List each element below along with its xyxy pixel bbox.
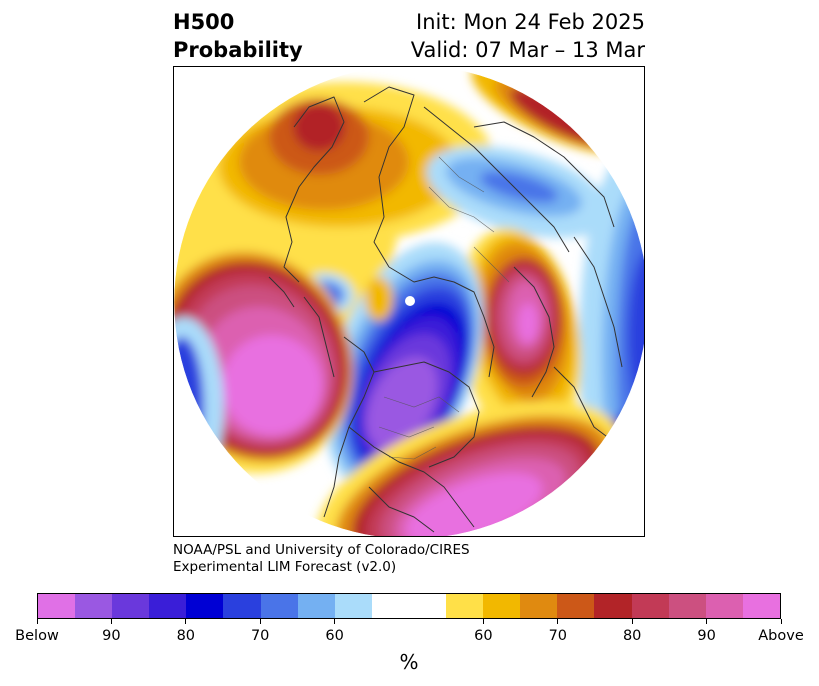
title-field: Probability (173, 38, 303, 62)
colorbar-segment (520, 594, 558, 618)
colorbar-tick-mark (259, 619, 261, 624)
colorbar-tick-mark (557, 619, 559, 624)
credit-line-1: NOAA/PSL and University of Colorado/CIRE… (173, 542, 470, 558)
colorbar-tick-label: 70 (548, 628, 568, 644)
colorbar-tick-label: 80 (622, 628, 642, 644)
title-variable: H500 (173, 10, 235, 34)
title-left: H500 Probability (173, 8, 303, 64)
colorbar-tick-label: Above (758, 628, 804, 644)
colorbar-segment (112, 594, 150, 618)
colorbar-segment (742, 594, 780, 618)
colorbar-segment (186, 594, 224, 618)
colorbar-segment (297, 594, 335, 618)
colorbar-unit: % (399, 650, 419, 674)
colorbar-tick-mark (706, 619, 708, 624)
colorbar-segment (223, 594, 261, 618)
colorbar-segment (260, 594, 298, 618)
colorbar-tick-mark (631, 619, 633, 624)
colorbar-segment (483, 594, 521, 618)
colorbar-segment (705, 594, 743, 618)
colorbar-tick-mark (334, 619, 336, 624)
colorbar-tick-label: 60 (474, 628, 493, 644)
colorbar-segment (446, 594, 484, 618)
colorbar-tick-mark (36, 619, 38, 624)
colorbar-segment (557, 594, 595, 618)
pole-marker (405, 296, 415, 306)
polar-map (174, 67, 644, 536)
colorbar-tick-mark (482, 619, 484, 624)
colorbar-segment (631, 594, 669, 618)
colorbar-tick-mark (780, 619, 782, 624)
colorbar-tick-label: 90 (697, 628, 716, 644)
colorbar-tick-mark (110, 619, 112, 624)
colorbar (37, 593, 781, 619)
map-panel (173, 66, 645, 537)
coastlines (268, 86, 630, 533)
colorbar-segment (594, 594, 632, 618)
colorbar-segment (334, 594, 372, 618)
colorbar-tick-label: 70 (250, 628, 270, 644)
colorbar-segment (75, 594, 113, 618)
init-date: Init: Mon 24 Feb 2025 (416, 10, 645, 34)
colorbar-tick-mark (185, 619, 187, 624)
valid-range: Valid: 07 Mar – 13 Mar (410, 38, 645, 62)
colorbar-segment (371, 594, 447, 618)
colorbar-tick-label: 60 (325, 628, 344, 644)
colorbar-segment (668, 594, 706, 618)
colorbar-segment (38, 594, 76, 618)
colorbar-tick-label: 80 (176, 628, 196, 644)
colorbar-tick-label: Below (15, 628, 59, 644)
title-right: Init: Mon 24 Feb 2025 Valid: 07 Mar – 13… (411, 8, 645, 64)
colorbar-tick-label: 90 (102, 628, 121, 644)
credit-line-2: Experimental LIM Forecast (v2.0) (173, 559, 397, 575)
credit: NOAA/PSL and University of Colorado/CIRE… (173, 542, 470, 576)
colorbar-segment (149, 594, 187, 618)
